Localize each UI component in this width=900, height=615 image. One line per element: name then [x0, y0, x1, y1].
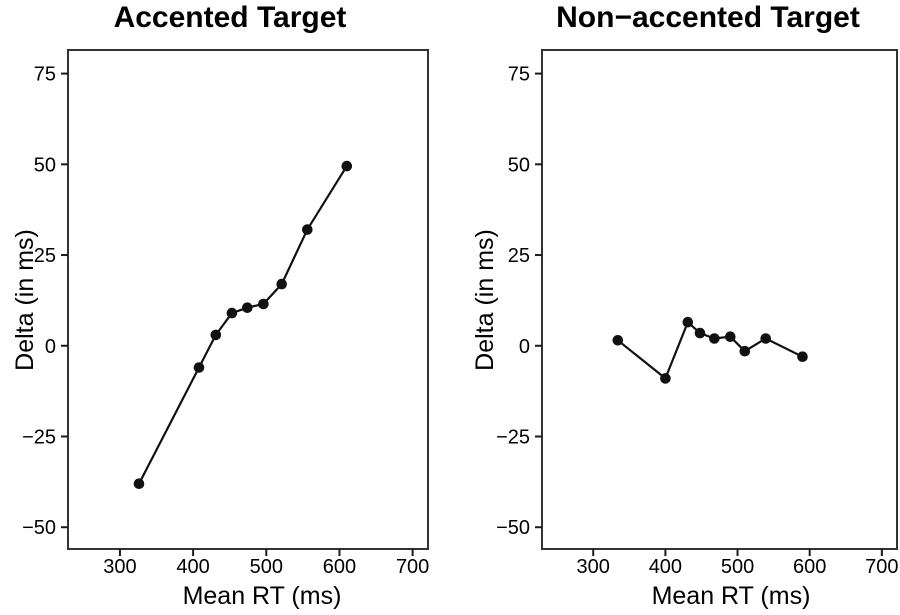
data-point	[302, 224, 313, 235]
y-tick-label: −50	[496, 517, 530, 539]
data-point	[694, 327, 706, 339]
x-tick-label: 500	[250, 556, 283, 578]
x-axis-label: Mean RT (ms)	[652, 582, 811, 610]
y-tick-label: 25	[508, 245, 530, 267]
data-point	[660, 373, 671, 384]
data-point	[709, 333, 720, 344]
x-axis-ticks: 300 400 500 600 700	[103, 549, 429, 578]
data-point	[210, 329, 222, 341]
x-tick-label: 700	[396, 556, 429, 578]
chart-title: Accented Target	[114, 1, 347, 34]
y-tick-label: 0	[519, 336, 530, 358]
data-point	[341, 160, 353, 172]
plot-panel-border	[541, 49, 898, 550]
y-tick-label: 75	[508, 64, 530, 86]
chart-title: Non−accented Target	[556, 1, 860, 34]
y-tick-label: 50	[34, 154, 56, 176]
x-tick-label: 600	[793, 556, 826, 578]
data-point	[612, 335, 624, 346]
data-point	[725, 331, 736, 343]
plot-panel-border	[67, 49, 429, 550]
data-points	[612, 316, 808, 384]
chart-non-accented-target: Non−accented Target Mean RT (ms) Delta (…	[471, 1, 899, 610]
y-tick-label: −25	[22, 426, 56, 448]
x-tick-label: 400	[649, 556, 682, 578]
data-point	[682, 316, 694, 328]
y-tick-label: −25	[496, 426, 530, 448]
data-point	[242, 302, 253, 314]
data-point	[193, 362, 205, 373]
chart-accented-target: Accented Target Mean RT (ms) Delta (in m…	[11, 1, 429, 610]
x-tick-label: 300	[103, 556, 136, 578]
data-point	[133, 478, 145, 490]
data-point	[258, 298, 269, 310]
data-point	[276, 278, 288, 290]
x-axis-label: Mean RT (ms)	[183, 582, 342, 610]
y-tick-label: 0	[45, 336, 56, 358]
y-tick-label: 25	[34, 245, 56, 267]
data-points	[133, 160, 353, 490]
data-point	[760, 333, 771, 344]
y-axis-ticks: 75 50 25 0 −25 −50	[496, 64, 542, 539]
y-tick-label: 75	[34, 64, 56, 86]
x-axis-ticks: 300 400 500 600 700	[577, 549, 899, 578]
x-tick-label: 400	[176, 556, 209, 578]
data-point	[226, 307, 238, 319]
data-line	[617, 320, 803, 381]
y-tick-label: 50	[508, 154, 530, 176]
data-point	[739, 345, 751, 357]
x-tick-label: 700	[865, 556, 898, 578]
data-line	[138, 165, 348, 485]
x-tick-label: 500	[721, 556, 754, 578]
x-tick-label: 600	[323, 556, 356, 578]
x-tick-label: 300	[577, 556, 610, 578]
y-axis-ticks: 75 50 25 0 −25 −50	[22, 64, 68, 539]
data-point	[797, 351, 808, 363]
y-axis-label: Delta (in ms)	[11, 229, 39, 371]
y-axis-label: Delta (in ms)	[471, 229, 499, 371]
y-tick-label: −50	[22, 517, 56, 539]
